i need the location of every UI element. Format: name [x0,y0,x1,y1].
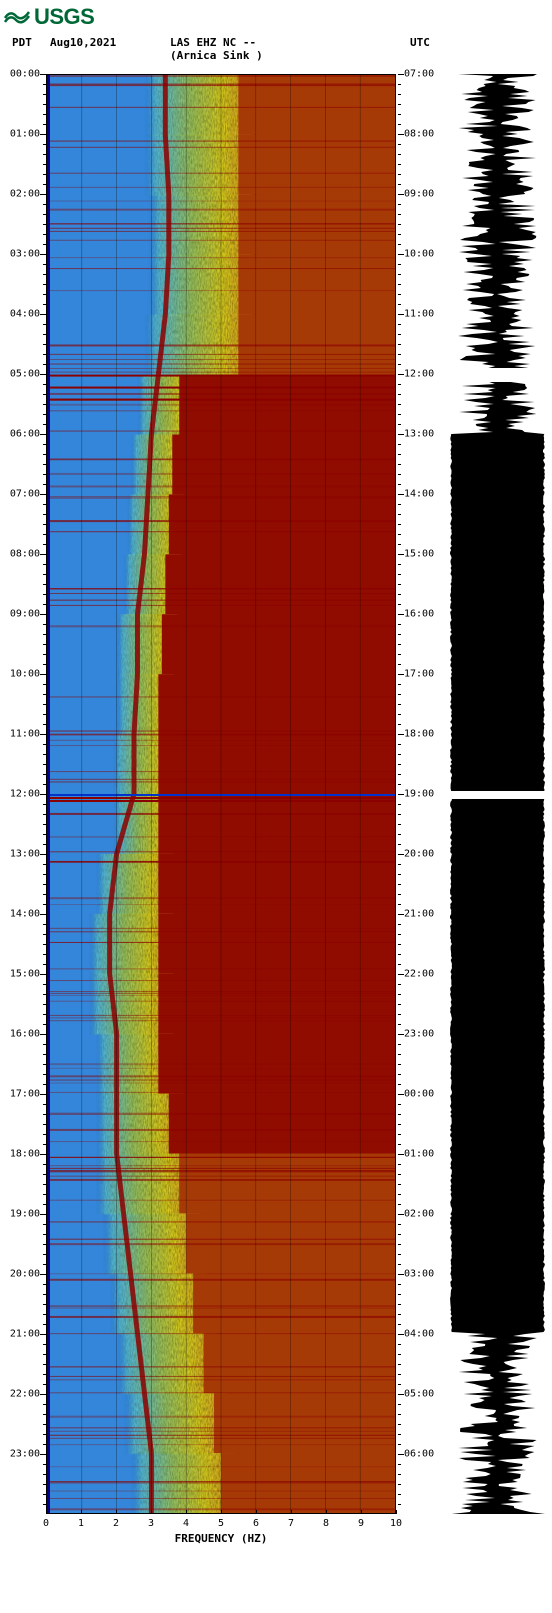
right-tick: 03:00 [404,1269,434,1280]
right-tick: 01:00 [404,1149,434,1160]
station-id: LAS EHZ NC -- [170,36,350,49]
right-tick: 00:00 [404,1089,434,1100]
left-tick: 09:00 [10,609,40,620]
right-tick: 07:00 [404,69,434,80]
left-tick: 00:00 [10,69,40,80]
right-tick: 08:00 [404,129,434,140]
right-tick: 16:00 [404,609,434,620]
right-tick: 19:00 [404,789,434,800]
x-tick: 6 [253,1518,259,1529]
left-tick: 13:00 [10,849,40,860]
right-tick: 10:00 [404,249,434,260]
left-tick: 05:00 [10,369,40,380]
x-tick: 4 [183,1518,189,1529]
left-tick: 19:00 [10,1209,40,1220]
station-name: (Arnica Sink ) [170,49,350,62]
chart-area: 00:00 01:00 02:00 03:00 04:00 05:00 06:00 07:00… [0,66,552,1576]
right-tick: 09:00 [404,189,434,200]
left-tick: 22:00 [10,1389,40,1400]
right-tick: 02:00 [404,1209,434,1220]
left-tick: 04:00 [10,309,40,320]
left-tick: 17:00 [10,1089,40,1100]
right-time-axis: 07:0008:0009:0010:0011:0012:0013:0014:00… [398,74,444,1514]
tz-right-label: UTC [410,36,430,62]
right-tick: 17:00 [404,669,434,680]
x-tick: 3 [148,1518,154,1529]
left-tick: 03:00 [10,249,40,260]
right-tick: 21:00 [404,909,434,920]
x-tick: 2 [113,1518,119,1529]
x-tick: 9 [358,1518,364,1529]
left-tick: 15:00 [10,969,40,980]
left-tick: 11:00 [10,729,40,740]
date-label: Aug10,2021 [50,36,170,62]
usgs-logo-text: USGS [34,4,94,30]
x-tick: 5 [218,1518,224,1529]
left-time-axis: 00:0001:0002:0003:0004:0005:0006:0007:00… [0,74,42,1514]
chart-header: PDT Aug10,2021 LAS EHZ NC -- (Arnica Sin… [0,30,552,64]
right-tick: 15:00 [404,549,434,560]
spectrogram-plot [46,74,396,1514]
usgs-wave-icon [4,4,30,30]
right-tick: 04:00 [404,1329,434,1340]
right-tick: 06:00 [404,1449,434,1460]
amplitude-panel [450,74,545,1514]
left-tick: 23:00 [10,1449,40,1460]
x-tick: 8 [323,1518,329,1529]
right-tick: 11:00 [404,309,434,320]
left-tick: 16:00 [10,1029,40,1040]
right-tick: 22:00 [404,969,434,980]
left-tick: 08:00 [10,549,40,560]
right-tick: 12:00 [404,369,434,380]
x-axis-label: FREQUENCY (HZ) [175,1532,268,1545]
right-tick: 23:00 [404,1029,434,1040]
left-tick: 18:00 [10,1149,40,1160]
right-tick: 18:00 [404,729,434,740]
left-tick: 12:00 [10,789,40,800]
x-tick: 10 [390,1518,402,1529]
left-tick: 02:00 [10,189,40,200]
right-tick: 20:00 [404,849,434,860]
right-tick: 13:00 [404,429,434,440]
frequency-axis: FREQUENCY (HZ) 012345678910 [46,1514,396,1546]
x-tick: 0 [43,1518,49,1529]
left-tick: 06:00 [10,429,40,440]
x-tick: 7 [288,1518,294,1529]
right-tick: 14:00 [404,489,434,500]
left-tick: 14:00 [10,909,40,920]
left-tick: 10:00 [10,669,40,680]
left-tick: 01:00 [10,129,40,140]
right-tick: 05:00 [404,1389,434,1400]
tz-left-label: PDT [12,36,50,62]
left-tick: 20:00 [10,1269,40,1280]
left-tick: 21:00 [10,1329,40,1340]
left-tick: 07:00 [10,489,40,500]
x-tick: 1 [78,1518,84,1529]
usgs-logo: USGS [0,0,552,30]
